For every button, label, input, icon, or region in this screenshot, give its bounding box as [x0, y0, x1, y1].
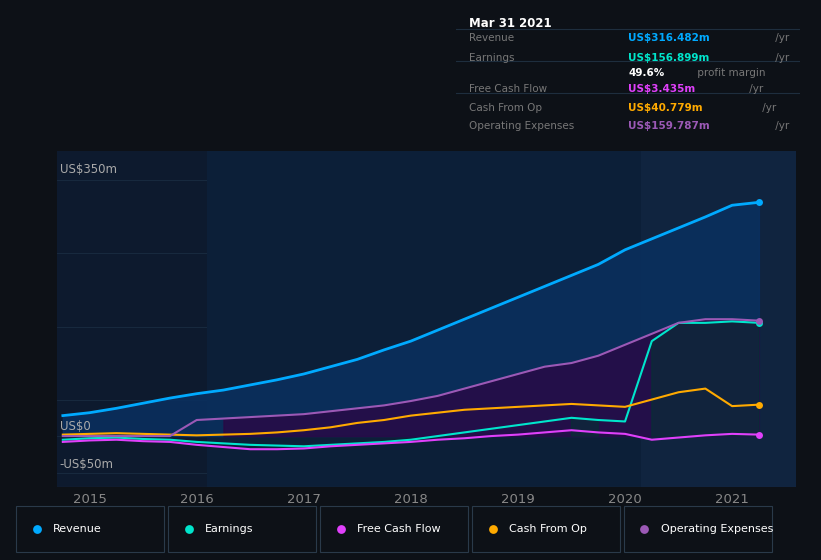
Text: Cash From Op: Cash From Op — [509, 524, 587, 534]
Point — [752, 198, 765, 207]
Point — [752, 400, 765, 409]
Text: Earnings: Earnings — [470, 53, 515, 63]
Text: Cash From Op: Cash From Op — [470, 102, 543, 113]
Point — [752, 316, 765, 325]
Text: profit margin: profit margin — [694, 68, 765, 78]
Text: US$40.779m: US$40.779m — [628, 102, 703, 113]
Text: Operating Expenses: Operating Expenses — [470, 121, 575, 131]
Text: US$159.787m: US$159.787m — [628, 121, 710, 131]
Text: US$3.435m: US$3.435m — [628, 84, 695, 94]
Text: /yr: /yr — [773, 121, 790, 131]
Text: US$350m: US$350m — [60, 163, 117, 176]
Text: Earnings: Earnings — [205, 524, 254, 534]
Text: /yr: /yr — [759, 102, 777, 113]
Text: -US$50m: -US$50m — [60, 458, 113, 471]
Text: Mar 31 2021: Mar 31 2021 — [470, 17, 552, 30]
Text: US$156.899m: US$156.899m — [628, 53, 709, 63]
Point — [638, 525, 651, 534]
Point — [752, 319, 765, 328]
Text: US$316.482m: US$316.482m — [628, 32, 710, 43]
Text: Free Cash Flow: Free Cash Flow — [470, 84, 548, 94]
Text: /yr: /yr — [773, 32, 790, 43]
Text: Revenue: Revenue — [470, 32, 515, 43]
Text: 49.6%: 49.6% — [628, 68, 664, 78]
Text: /yr: /yr — [773, 53, 790, 63]
Text: /yr: /yr — [746, 84, 764, 94]
Point — [334, 525, 347, 534]
Text: US$0: US$0 — [60, 420, 90, 433]
Point — [486, 525, 499, 534]
Bar — [208, 151, 641, 487]
Point — [182, 525, 195, 534]
Text: Operating Expenses: Operating Expenses — [661, 524, 773, 534]
Point — [752, 430, 765, 439]
Text: Free Cash Flow: Free Cash Flow — [357, 524, 441, 534]
Text: Revenue: Revenue — [53, 524, 102, 534]
Point — [30, 525, 44, 534]
Bar — [641, 151, 796, 487]
